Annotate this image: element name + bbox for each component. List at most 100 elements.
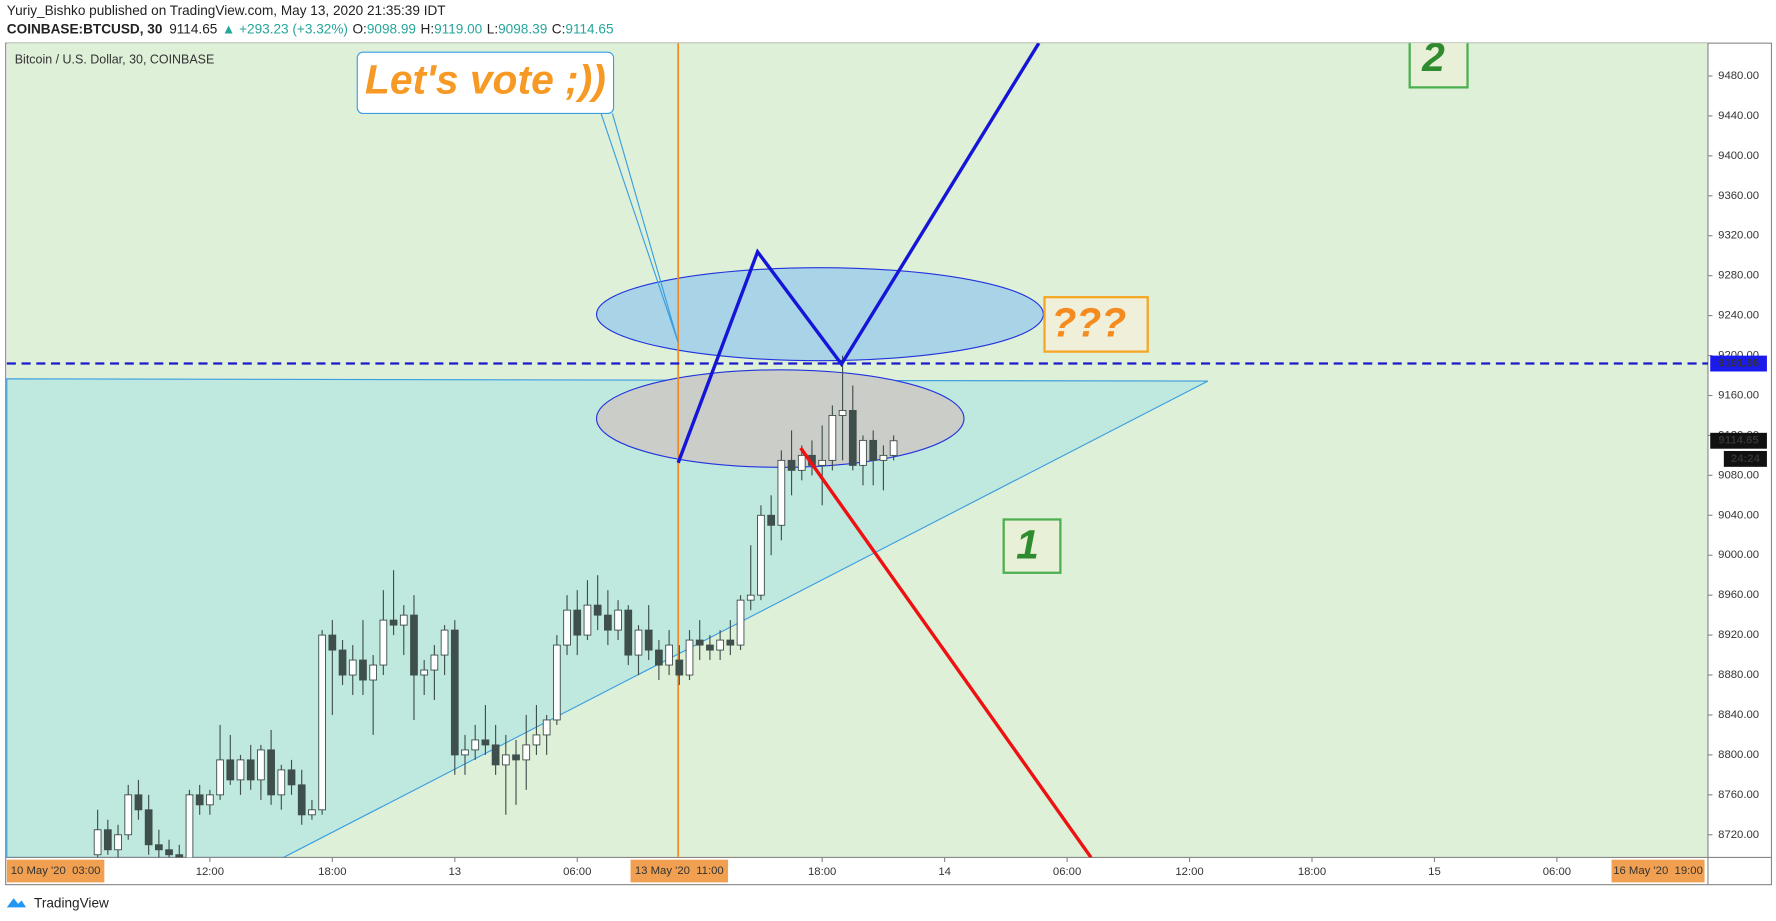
y-tick-label: 9320.00 bbox=[1718, 230, 1759, 242]
drawings: 2 bbox=[676, 34, 1469, 858]
label-box-1 bbox=[1002, 518, 1062, 574]
candle-body bbox=[593, 604, 602, 616]
byline: Yuriy_Bishko published on TradingView.co… bbox=[7, 3, 446, 18]
candle-body bbox=[644, 629, 653, 651]
candle-body bbox=[889, 440, 898, 456]
candle-body bbox=[206, 794, 214, 806]
candle-body bbox=[287, 769, 296, 786]
candle-body bbox=[379, 619, 388, 666]
y-tick-label: 9080.00 bbox=[1718, 469, 1759, 481]
y-tick-label: 8960.00 bbox=[1718, 589, 1759, 601]
candle-body bbox=[328, 634, 337, 651]
candle-body bbox=[359, 659, 367, 681]
candle-body bbox=[501, 754, 510, 766]
callout-pointer bbox=[600, 113, 679, 343]
candle-body bbox=[216, 759, 224, 796]
label-1: 1 bbox=[1016, 522, 1039, 568]
candle-body bbox=[838, 410, 847, 416]
candle-body bbox=[757, 514, 765, 596]
candle-body bbox=[859, 439, 867, 466]
ohlc-o: 9098.99 bbox=[367, 21, 416, 36]
candle-body bbox=[491, 744, 500, 766]
candle-body bbox=[369, 664, 378, 681]
ohlc-l: 9098.39 bbox=[498, 21, 547, 36]
y-tick-label: 8840.00 bbox=[1718, 709, 1759, 721]
y-tick-label: 8920.00 bbox=[1718, 629, 1759, 641]
x-tick-label: 12:00 bbox=[196, 866, 224, 878]
candles bbox=[93, 355, 898, 858]
x-marker-box bbox=[630, 859, 729, 883]
candle-body bbox=[185, 794, 194, 858]
ohlc-h: 9119.00 bbox=[434, 21, 483, 36]
candle-body bbox=[746, 594, 755, 601]
candle-body bbox=[144, 809, 153, 846]
question-box bbox=[1043, 296, 1149, 353]
candle-body bbox=[552, 644, 561, 721]
last-price-label: 9114.65 bbox=[1718, 435, 1758, 447]
candle-body bbox=[420, 669, 429, 676]
countdown-label: 24:24 bbox=[1731, 453, 1761, 465]
logo bbox=[6, 898, 27, 908]
candle-body bbox=[236, 759, 245, 781]
candle-body bbox=[675, 659, 684, 676]
candle-body bbox=[767, 514, 776, 526]
y-tick-label: 9240.00 bbox=[1718, 310, 1759, 322]
candle-body bbox=[522, 744, 531, 761]
candle-body bbox=[542, 719, 551, 736]
question-text: ??? bbox=[1051, 299, 1126, 345]
candle-body bbox=[777, 459, 786, 526]
candle-body bbox=[797, 454, 806, 471]
candle-body bbox=[461, 749, 469, 756]
x-marker-label: 13 May '20 11:00 bbox=[635, 865, 724, 877]
symbol-line: COINBASE:BTCUSD, 30 9114.65 ▲ +293.23 (+3.… bbox=[7, 21, 614, 36]
candle-body bbox=[583, 604, 592, 636]
x-tick-label: 14 bbox=[938, 866, 951, 878]
candle-body bbox=[450, 629, 459, 756]
range-end-label: 16 May '20 19:00 bbox=[1613, 865, 1703, 877]
candle-body bbox=[175, 854, 184, 858]
candle-body bbox=[297, 784, 306, 816]
label-2: 2 bbox=[1421, 34, 1445, 80]
x-tick-label: 06:00 bbox=[563, 866, 591, 878]
candle-body bbox=[389, 619, 398, 626]
candle-body bbox=[246, 759, 255, 781]
candle-body bbox=[338, 649, 347, 676]
callout-text: Let's vote ;)) bbox=[365, 57, 606, 103]
y-tick-label: 9360.00 bbox=[1718, 190, 1759, 202]
candle-body bbox=[103, 829, 112, 851]
x-tick-label: 18:00 bbox=[318, 866, 346, 878]
level-box bbox=[1710, 355, 1767, 372]
x-tick-label: 15 bbox=[1428, 866, 1441, 878]
candle-body bbox=[624, 609, 633, 656]
ohlc-o-label: O: bbox=[352, 21, 366, 36]
y-tick-label: 9400.00 bbox=[1718, 150, 1759, 162]
zigzag bbox=[676, 43, 1041, 464]
range-end-box bbox=[1611, 859, 1705, 883]
y-tick-label: 8720.00 bbox=[1718, 829, 1759, 841]
candle-body bbox=[726, 639, 735, 646]
y-tick-label: 8800.00 bbox=[1718, 749, 1759, 761]
candle-body bbox=[277, 769, 286, 796]
x-tick-label: 12:00 bbox=[1175, 866, 1203, 878]
y-tick-label: 9160.00 bbox=[1718, 389, 1759, 401]
candle-body bbox=[155, 844, 163, 851]
change: ▲ +293.23 (+3.32%) bbox=[222, 21, 348, 36]
symbol: COINBASE:BTCUSD, 30 bbox=[7, 21, 163, 36]
candle-body bbox=[134, 794, 143, 811]
candle-body bbox=[869, 439, 878, 461]
candle-body bbox=[318, 634, 326, 811]
y-tick-label: 9040.00 bbox=[1718, 509, 1759, 521]
candle-body bbox=[736, 599, 745, 646]
ohlc-h-label: H: bbox=[421, 21, 435, 36]
candle-body bbox=[604, 614, 612, 631]
x-tick-label: 06:00 bbox=[1053, 866, 1081, 878]
candle-body bbox=[532, 734, 541, 746]
candle-body bbox=[267, 749, 275, 796]
red-line bbox=[799, 447, 1093, 858]
candle-body bbox=[563, 609, 571, 646]
candle-body bbox=[573, 609, 582, 636]
y-tick-label: 9000.00 bbox=[1718, 549, 1759, 561]
ticks bbox=[209, 75, 1713, 862]
